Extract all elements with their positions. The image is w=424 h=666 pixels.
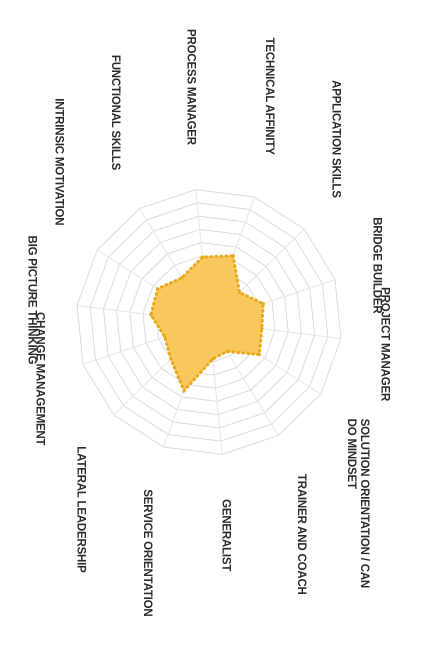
data-point <box>182 389 186 393</box>
data-point <box>163 335 167 339</box>
data-area <box>149 254 265 394</box>
axis-label: FUNCTIONAL SKILLS <box>109 55 121 171</box>
data-point <box>211 357 215 361</box>
data-point <box>180 276 184 280</box>
axis-label-group: BIG PICTURE THINKING <box>25 235 37 364</box>
axis-label-group: TECHNICAL AFFINITY <box>263 38 275 156</box>
data-point <box>156 287 160 291</box>
axis-label: DO MINDSET <box>345 419 357 489</box>
axis-label: PROCESS MANAGER <box>184 29 196 146</box>
axis-label-group: SERVICE ORIENTATION <box>141 489 153 616</box>
data-point <box>231 254 235 258</box>
data-point <box>237 290 242 294</box>
axis-label: TECHNICAL AFFINITY <box>263 38 275 156</box>
axis-label-group: LATERAL LEADERSHIP <box>75 446 87 573</box>
axis-label-group: TRAINER AND COACH <box>295 474 307 595</box>
axis-label: GENERALIST <box>220 499 232 571</box>
axis-label: PROJECT MANAGER <box>379 287 391 402</box>
radar-series <box>149 254 265 394</box>
data-point <box>257 352 261 357</box>
axis-label-group: APPLICATION SKILLS <box>329 80 341 198</box>
data-point <box>169 357 173 361</box>
axis-label: SERVICE ORIENTATION <box>141 489 153 616</box>
data-point <box>149 313 153 317</box>
axis-label: BIG PICTURE THINKING <box>25 235 37 364</box>
axis-label-group: GENERALIST <box>220 499 232 571</box>
axis-label-group: FUNCTIONAL SKILLS <box>109 55 121 171</box>
axis-label: BRIDGE BUILDER <box>371 217 383 314</box>
data-point <box>260 327 264 331</box>
axis-labels: TECHNICAL AFFINITY APPLICATION SKILLS BRID… <box>25 29 390 616</box>
axis-label: CHANGE MANAGEMENT <box>33 312 45 445</box>
axis-label: TRAINER AND COACH <box>295 474 307 595</box>
axis-label: SOLUTION ORIENTATION / CAN <box>358 419 370 588</box>
axis-label: LATERAL LEADERSHIP <box>75 446 87 573</box>
axis-label-group: PROJECT MANAGER <box>379 287 391 402</box>
data-point <box>200 255 205 259</box>
data-point <box>261 302 265 306</box>
data-point <box>225 349 229 354</box>
axis-label-group: INTRINSIC MOTIVATION <box>53 98 65 225</box>
axis-label-group: CHANGE MANAGEMENT <box>33 312 45 445</box>
axis-label-group: BRIDGE BUILDER <box>371 217 383 314</box>
axis-label: APPLICATION SKILLS <box>329 80 341 198</box>
axis-label-group: PROCESS MANAGER <box>184 29 196 146</box>
axis-label: INTRINSIC MOTIVATION <box>53 98 65 225</box>
